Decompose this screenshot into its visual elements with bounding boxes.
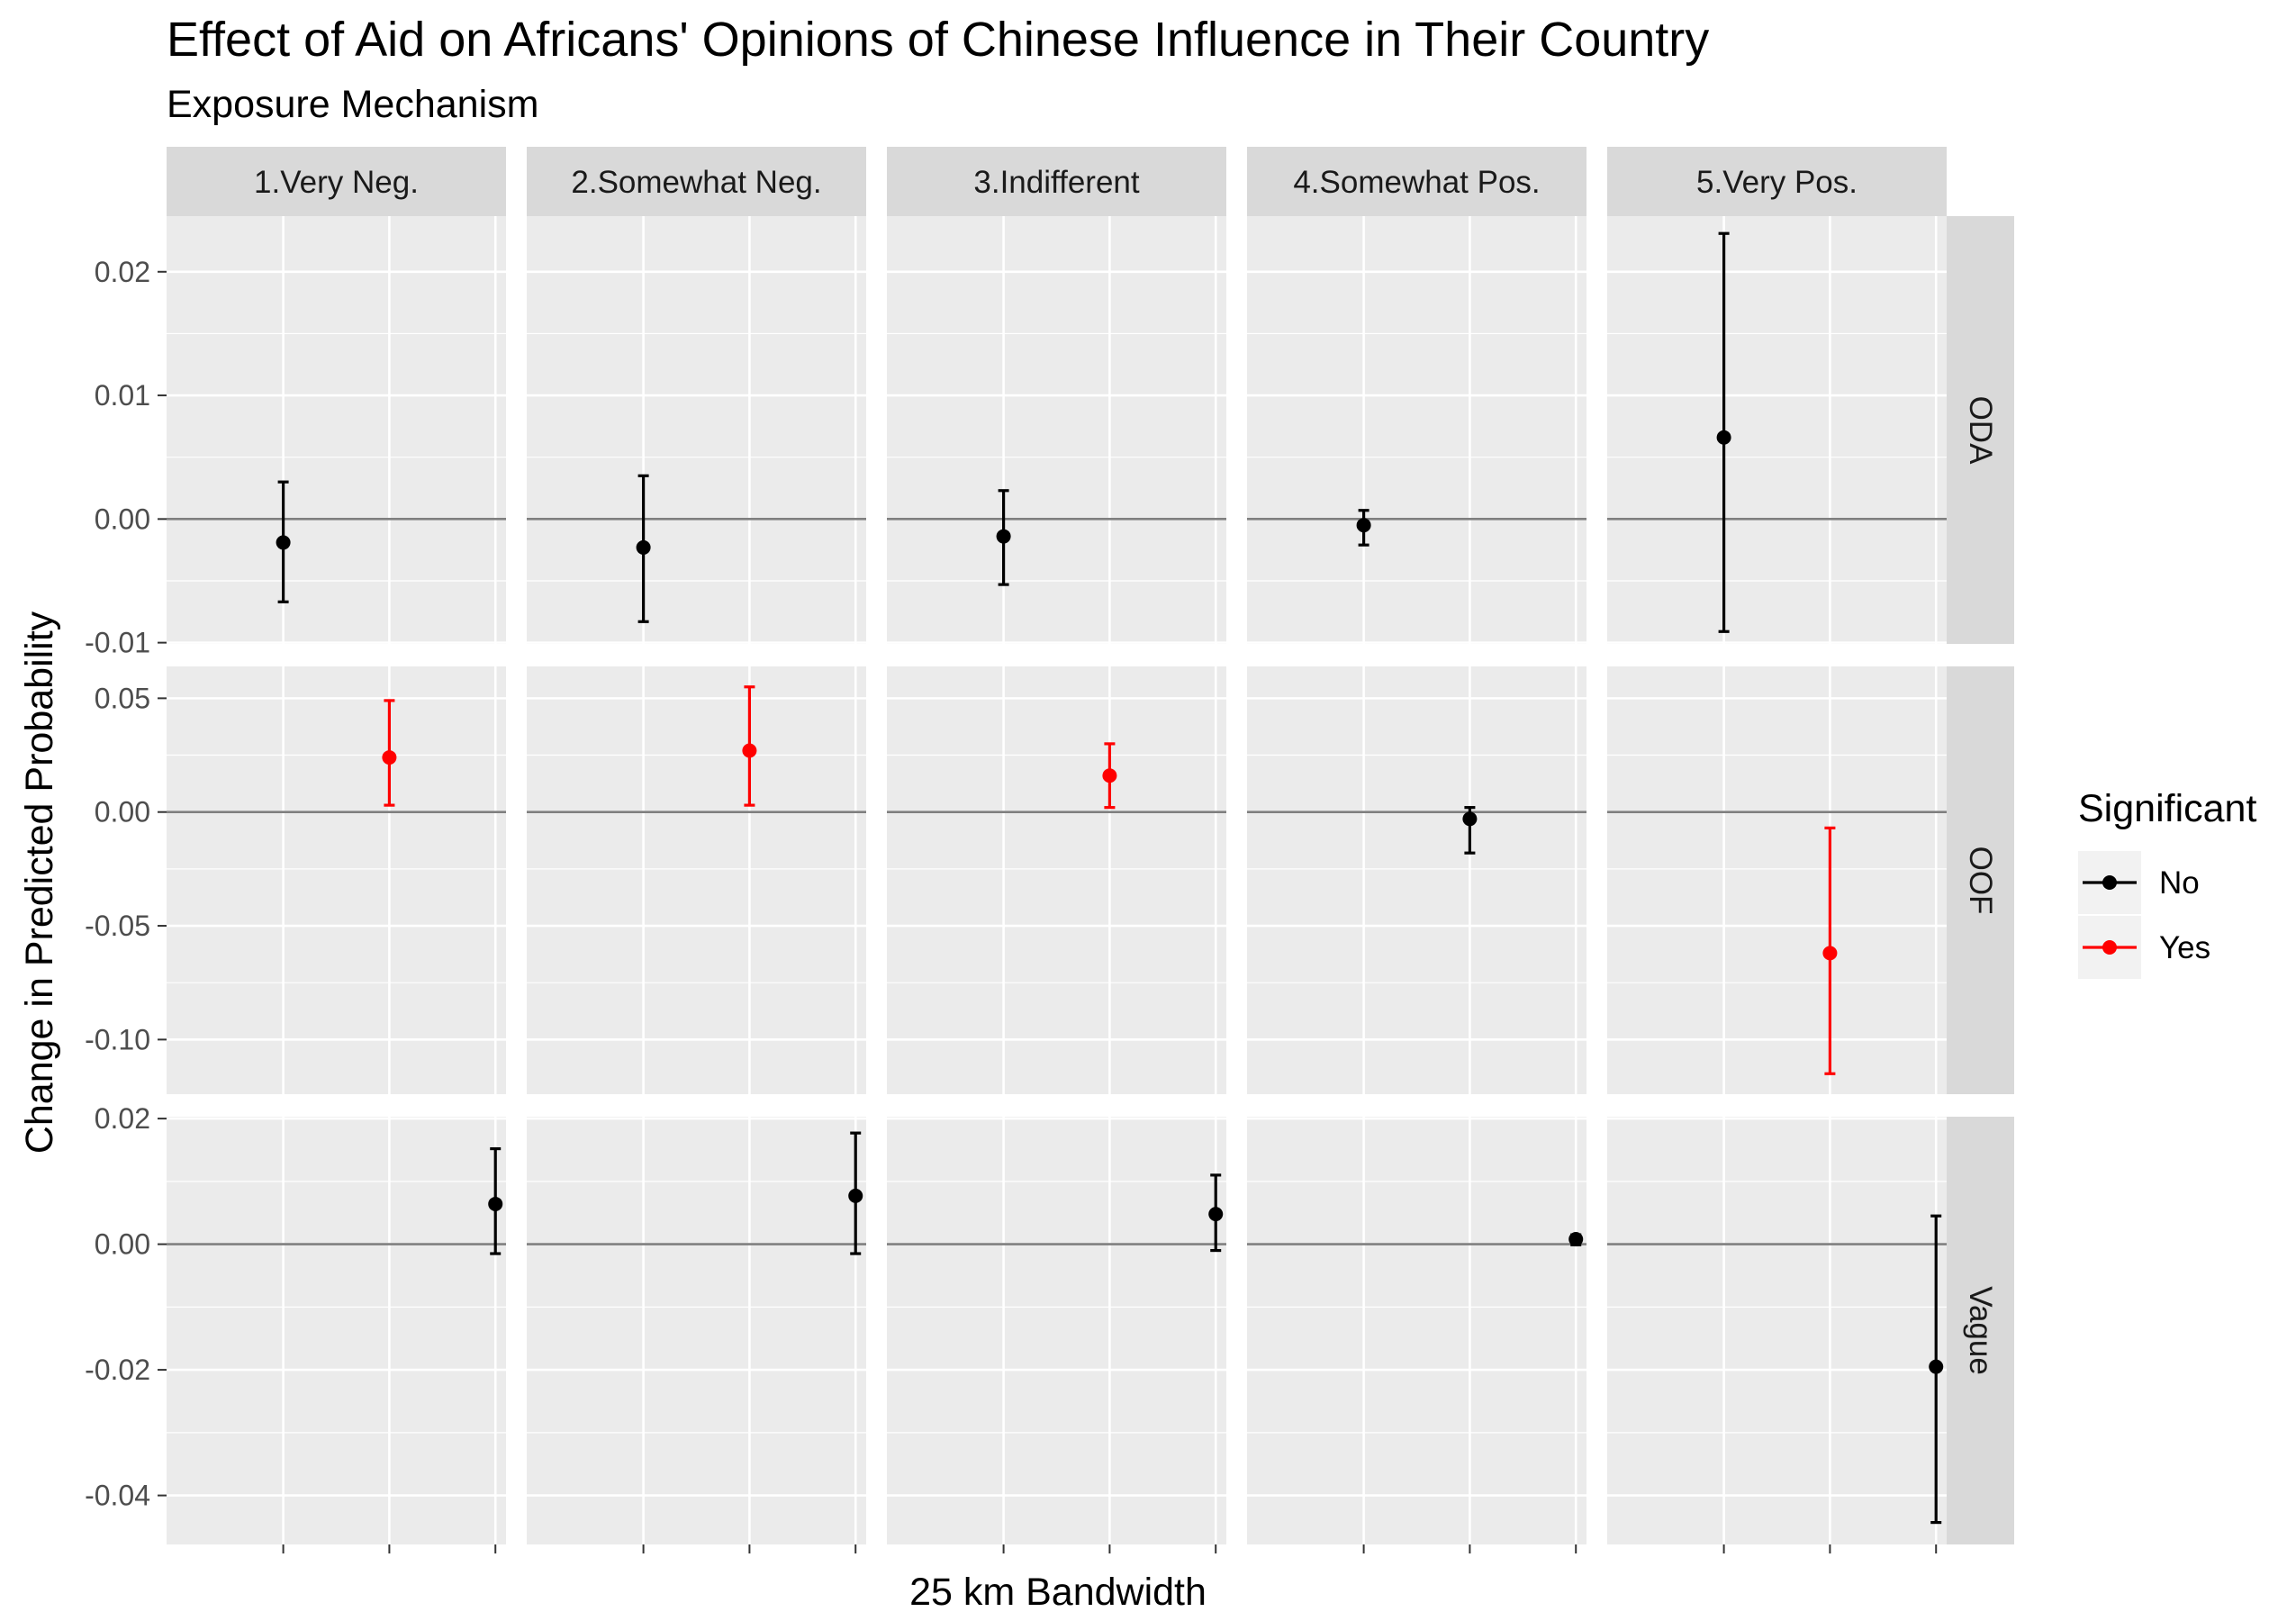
estimate-point	[848, 1188, 863, 1203]
facet-grid: 1.Very Neg. 2.Somewhat Neg. 3.Indifferent 4…	[85, 147, 2014, 1553]
column-strip-label: 1.Very Neg.	[254, 165, 419, 200]
errorbar-oda-5-very-pos	[1716, 231, 1731, 633]
errorbar-vague-1-very-neg	[488, 1146, 503, 1255]
panel-background	[887, 666, 1226, 1094]
estimate-point	[1102, 768, 1117, 783]
estimate-point	[1822, 946, 1838, 961]
x-axis-label: 25 km Bandwidth	[909, 1571, 1207, 1614]
y-tick-label: -0.10	[85, 1023, 150, 1055]
row-strip-label: ODA	[1963, 396, 1998, 466]
column-strip-label: 2.Somewhat Neg.	[571, 165, 821, 200]
column-strip	[1247, 147, 1586, 216]
row-strip-label: Vague	[1963, 1286, 1998, 1375]
estimate-point	[742, 743, 757, 758]
errorbar-vague-5-very-pos	[1929, 1214, 1944, 1525]
panel-background	[527, 666, 866, 1094]
column-strip	[527, 147, 866, 216]
estimate-point	[488, 1196, 503, 1211]
y-tick-label: -0.04	[85, 1480, 150, 1512]
y-tick-label: -0.02	[85, 1354, 150, 1386]
y-tick-label: 0.00	[95, 796, 150, 829]
y-tick-label: -0.01	[85, 627, 150, 659]
y-tick-label: 0.02	[95, 1102, 150, 1135]
panel-background	[1607, 1117, 1947, 1544]
panel-background	[1607, 216, 1947, 644]
chart-title: Effect of Aid on Africans' Opinions of C…	[167, 13, 1709, 67]
y-tick-label: 0.01	[95, 379, 150, 412]
panel-background	[1247, 1117, 1586, 1544]
panel-background	[167, 216, 506, 644]
errorbar-oof-2-somewhat-neg	[742, 685, 757, 807]
y-axis-label: Change in Predicted Probability	[18, 611, 61, 1154]
row-strip	[1947, 216, 2014, 644]
legend-item-label: No	[2159, 865, 2200, 901]
legend-item-label: Yes	[2159, 930, 2210, 965]
y-tick-label: 0.02	[95, 256, 150, 288]
estimate-point	[636, 539, 651, 555]
panel-background	[527, 216, 866, 644]
y-tick-label: -0.05	[85, 910, 150, 942]
panel-background	[1247, 666, 1586, 1094]
estimate-point	[1929, 1359, 1944, 1374]
row-strip	[1947, 666, 2014, 1094]
legend-title: Significant	[2078, 787, 2256, 830]
panel-background	[887, 216, 1226, 644]
errorbar-oof-1-very-neg	[382, 699, 397, 807]
estimate-point	[996, 529, 1011, 544]
y-tick-label: 0.05	[95, 682, 150, 714]
panel-background	[1607, 666, 1947, 1094]
panel-background	[167, 666, 506, 1094]
errorbar-oda-4-somewhat-pos	[1356, 509, 1371, 547]
estimate-point	[1208, 1207, 1224, 1222]
y-tick-label: 0.00	[95, 503, 150, 535]
row-strip	[1947, 1117, 2014, 1544]
errorbar-oda-1-very-neg	[276, 480, 291, 603]
errorbar-vague-2-somewhat-neg	[848, 1131, 863, 1255]
errorbar-oda-3-indifferent	[996, 489, 1011, 586]
column-strip-label: 4.Somewhat Pos.	[1293, 165, 1540, 200]
estimate-point	[1568, 1232, 1584, 1247]
errorbar-oof-5-very-pos	[1822, 826, 1838, 1075]
row-strip-label: OOF	[1963, 847, 1998, 915]
errorbar-oda-2-somewhat-neg	[636, 474, 651, 623]
panel-background	[527, 1117, 866, 1544]
column-strip-label: 3.Indifferent	[973, 165, 1139, 200]
estimate-point	[1716, 430, 1731, 445]
errorbar-vague-3-indifferent	[1208, 1173, 1224, 1253]
column-strip	[887, 147, 1226, 216]
panel-background	[887, 1117, 1226, 1544]
column-strip	[167, 147, 506, 216]
panel-background	[167, 1117, 506, 1544]
column-strip-label: 5.Very Pos.	[1696, 165, 1858, 200]
estimate-point	[276, 535, 291, 550]
errorbar-oof-4-somewhat-pos	[1462, 806, 1478, 855]
y-tick-label: 0.00	[95, 1228, 150, 1261]
estimate-point	[1356, 518, 1371, 533]
legend: Significant No Yes	[2078, 787, 2256, 979]
errorbar-vague-4-somewhat-pos	[1568, 1232, 1584, 1247]
estimate-point	[1462, 811, 1478, 827]
chart-subtitle: Exposure Mechanism	[167, 83, 538, 126]
panel-background	[1247, 216, 1586, 644]
errorbar-oof-3-indifferent	[1102, 742, 1117, 810]
legend-key-point	[2102, 940, 2117, 955]
legend-key-point	[2102, 875, 2117, 890]
estimate-point	[382, 750, 397, 765]
column-strip	[1607, 147, 1947, 216]
